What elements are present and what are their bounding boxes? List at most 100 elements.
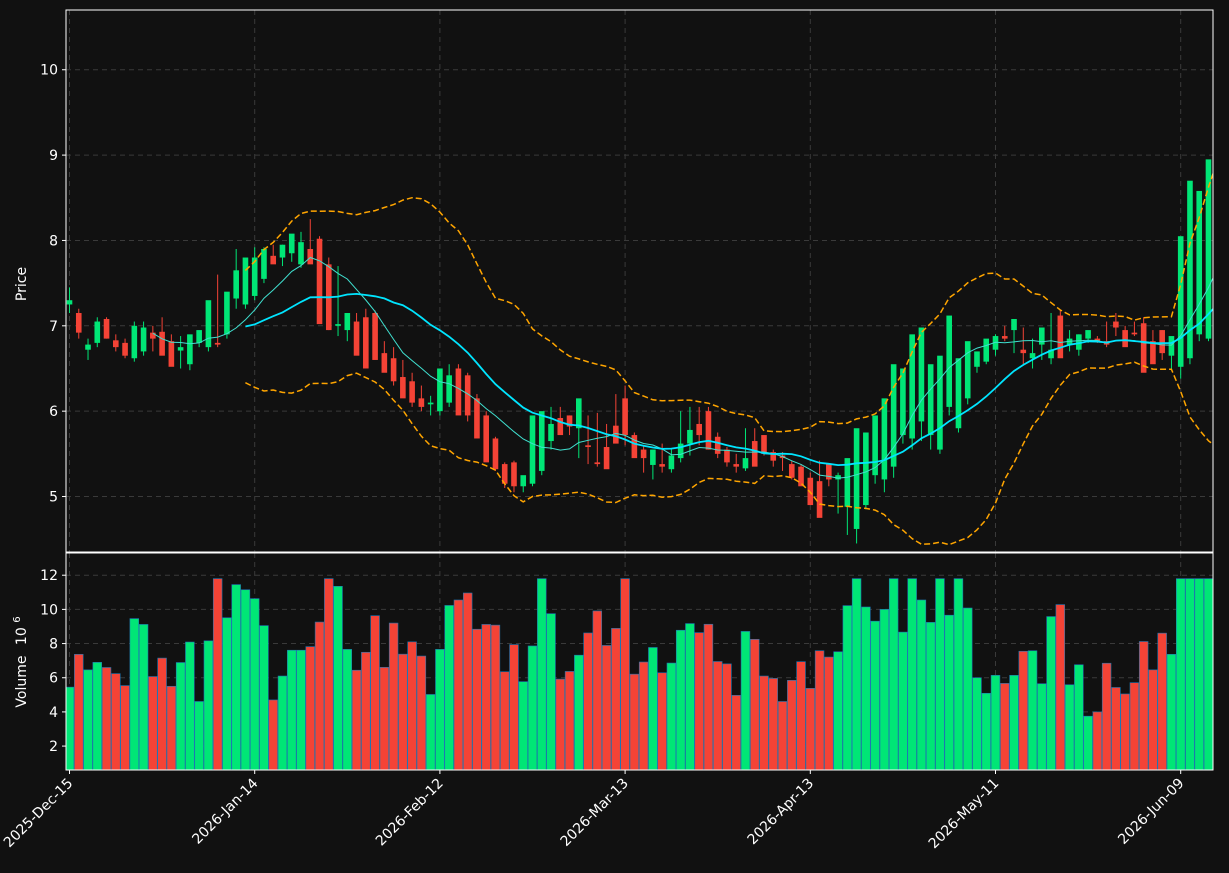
price-tick-label: 8	[49, 233, 58, 249]
candle-body	[714, 436, 721, 454]
candle-body	[437, 368, 443, 412]
volume-axis-exponent: 6	[12, 616, 23, 622]
candle-body	[446, 375, 452, 403]
candle-body	[622, 398, 628, 436]
volume-bar	[194, 701, 204, 770]
candle-body	[668, 455, 675, 470]
bollinger-upper-band	[244, 171, 1213, 433]
candle	[205, 300, 212, 352]
price-panel: 5 6 7 8 9 10	[40, 9, 1214, 553]
volume-bar	[694, 632, 704, 770]
volume-bar	[462, 592, 473, 770]
volume-bar	[324, 578, 334, 770]
candle	[677, 411, 684, 463]
volume-bar	[333, 586, 343, 770]
candle-body	[1020, 349, 1027, 354]
candle-body	[937, 355, 943, 450]
candle	[75, 308, 82, 339]
candle	[335, 266, 341, 337]
volume-bar	[1138, 641, 1149, 770]
candle	[1177, 236, 1184, 379]
candle	[464, 372, 471, 422]
candle	[1001, 325, 1008, 342]
candle-body	[177, 347, 184, 351]
candle	[251, 247, 258, 301]
candle	[696, 406, 702, 446]
candle	[788, 460, 795, 480]
volume-bar	[685, 623, 695, 770]
candle	[900, 368, 906, 444]
candle-body	[381, 353, 388, 373]
candle	[1122, 325, 1128, 348]
candle	[918, 327, 925, 442]
volume-bar	[750, 638, 760, 770]
volume-bar	[166, 685, 177, 770]
volume-bar	[1037, 683, 1047, 770]
candle	[344, 313, 351, 342]
candle-body	[66, 300, 73, 305]
candle-body	[900, 368, 906, 436]
volume-bar	[657, 672, 667, 770]
candle-body	[770, 452, 777, 461]
candle	[881, 398, 888, 493]
volume-bar	[1111, 687, 1121, 770]
candle-body	[650, 449, 656, 465]
candle	[400, 359, 406, 399]
volume-bar	[435, 649, 445, 770]
overlay-lines	[152, 171, 1213, 546]
candle-body	[585, 445, 591, 448]
candle-body	[816, 481, 823, 518]
volume-tick-label: 12	[40, 568, 58, 584]
candle-body	[1039, 327, 1045, 345]
candle	[1011, 318, 1017, 354]
candle	[594, 412, 601, 467]
candle-body	[344, 313, 351, 331]
candle-body	[853, 428, 860, 529]
candle-body	[1150, 341, 1156, 365]
candle	[992, 334, 999, 356]
volume-bar	[601, 645, 612, 770]
volume-bar	[759, 675, 769, 770]
volume-panel: 2 4 6 8 10 12	[40, 552, 1214, 771]
candle-body	[122, 342, 128, 356]
volume-bar	[842, 605, 853, 770]
candle-body	[196, 330, 202, 343]
candle-body	[75, 313, 82, 333]
volume-bar	[898, 631, 908, 770]
candle-body	[918, 327, 925, 422]
volume-bar	[546, 613, 556, 770]
volume-bar	[787, 679, 797, 770]
candle-body	[307, 248, 314, 265]
volume-bar	[555, 678, 565, 770]
candle-body	[140, 327, 147, 352]
candle	[159, 317, 165, 356]
candle	[1057, 310, 1064, 359]
volume-bar	[296, 649, 306, 770]
candle-body	[890, 364, 897, 467]
volume-bar	[1018, 650, 1028, 770]
candle	[298, 231, 304, 268]
candle-body	[1159, 330, 1165, 354]
volume-bar	[342, 649, 352, 770]
candle	[372, 310, 378, 360]
volume-bar	[444, 605, 454, 770]
candle-body	[594, 462, 601, 465]
candle-body	[483, 415, 489, 463]
volume-bar	[129, 618, 140, 770]
candle-body	[1094, 338, 1101, 342]
candle	[1187, 180, 1193, 365]
candle-body	[1140, 323, 1147, 373]
candle-body	[113, 340, 119, 348]
candle	[631, 432, 638, 459]
volume-bar	[490, 624, 501, 770]
volume-bar	[879, 609, 890, 770]
bollinger-lower-band	[245, 361, 1213, 546]
candle-body	[214, 342, 221, 345]
volume-bar	[583, 632, 593, 770]
price-axis-title: Price	[14, 267, 30, 301]
candle	[529, 415, 536, 487]
candle-body	[1085, 330, 1091, 339]
volume-tick-label: 10	[40, 602, 58, 618]
candle	[751, 428, 758, 467]
candle	[66, 287, 73, 314]
